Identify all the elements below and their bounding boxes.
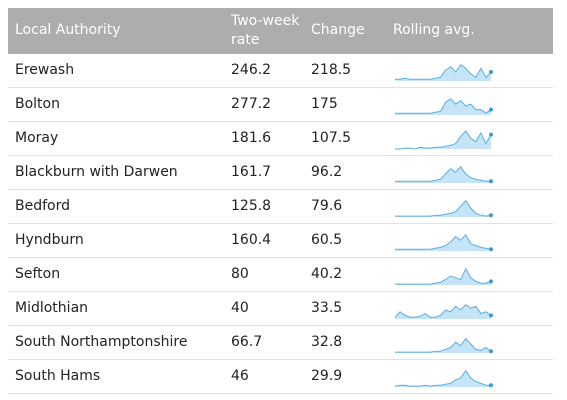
sparkline — [395, 200, 493, 218]
sparkline-end-dot — [489, 383, 493, 388]
sparkline-end-dot — [489, 179, 493, 184]
sparkline — [395, 166, 493, 184]
sparkline-end-dot — [489, 107, 493, 112]
sparkline — [395, 130, 493, 150]
table-row: Bedford 125.8 79.6 — [8, 190, 553, 224]
name-cell: Hyndburn — [15, 232, 84, 248]
sparkline-line — [395, 233, 492, 250]
name-cell: Bedford — [15, 198, 70, 214]
sparkline-end-dot — [489, 132, 493, 137]
sparkline — [394, 369, 493, 388]
change-cell: 79.6 — [311, 198, 343, 214]
sparkline-line — [395, 200, 492, 217]
sparkline-end-dot — [489, 313, 493, 318]
sparkline-line — [395, 166, 491, 182]
sparkline-area — [395, 200, 491, 217]
table-row: Hyndburn 160.4 60.5 — [8, 224, 553, 258]
rate-cell: 125.8 — [231, 198, 272, 214]
name-cell: Midlothian — [15, 300, 89, 316]
table-header: Local Authority Two-week rate Change Rol… — [8, 8, 553, 54]
table-row: Moray 181.6 107.5 — [8, 122, 553, 156]
rate-cell: 246.2 — [231, 62, 272, 78]
sparkline-area — [395, 64, 491, 81]
sparkline-area — [395, 370, 491, 387]
table-row: South Hams 46 29.9 — [8, 360, 553, 394]
change-cell: 29.9 — [311, 368, 343, 384]
name-cell: Sefton — [15, 266, 61, 282]
table-row: Erewash 246.2 218.5 — [8, 54, 553, 88]
sparkline-area — [395, 166, 491, 183]
name-cell: Moray — [15, 130, 59, 146]
table-row: Bolton 277.2 175 — [8, 88, 553, 122]
rate-cell: 40 — [231, 300, 249, 316]
rate-cell: 161.7 — [231, 164, 272, 180]
name-cell: Bolton — [15, 96, 60, 112]
sparkline-line — [395, 130, 492, 150]
change-cell: 40.2 — [311, 266, 343, 282]
sparkline-end-dot — [489, 70, 493, 74]
change-cell: 218.5 — [311, 62, 352, 78]
rate-cell: 66.7 — [231, 334, 263, 350]
sparkline-line — [394, 369, 491, 387]
header-cell: Rolling avg. — [393, 22, 475, 38]
name-cell: South Northamptonshire — [15, 334, 188, 350]
sparkline-area — [395, 304, 491, 319]
rate-cell: 181.6 — [231, 130, 272, 146]
rate-cell: 80 — [231, 266, 249, 282]
sparkline-end-dot — [489, 279, 493, 284]
sparkline-line — [394, 303, 492, 318]
sparkline — [395, 98, 493, 115]
sparkline-end-dot — [489, 349, 493, 354]
sparkline-line — [395, 64, 492, 80]
sparkline-end-dot — [489, 247, 493, 252]
change-cell: 96.2 — [311, 164, 343, 180]
rate-cell: 160.4 — [231, 232, 272, 248]
table-row: Sefton 80 40.2 — [8, 258, 553, 292]
sparkline — [395, 337, 493, 354]
sparkline — [395, 64, 493, 81]
change-cell: 33.5 — [311, 300, 343, 316]
rate-cell: 277.2 — [231, 96, 272, 112]
change-cell: 32.8 — [311, 334, 343, 350]
sparkline-area — [395, 131, 491, 149]
name-cell: Erewash — [15, 62, 75, 78]
change-cell: 107.5 — [311, 130, 352, 146]
name-cell: South Hams — [15, 368, 101, 384]
change-cell: 175 — [311, 96, 338, 112]
table-row: South Northamptonshire 66.7 32.8 — [8, 326, 553, 360]
sparkline-area — [395, 338, 491, 353]
name-cell: Blackburn with Darwen — [15, 164, 178, 180]
sparkline — [395, 267, 493, 285]
header-cell: Change — [311, 22, 365, 38]
sparkline-line — [395, 267, 492, 285]
sparkline-end-dot — [489, 213, 493, 218]
sparkline-area — [395, 268, 491, 285]
table-row: Blackburn with Darwen 161.7 96.2 — [8, 156, 553, 190]
sparkline-line — [395, 337, 492, 353]
sparkline-line — [395, 98, 492, 114]
sparkline-area — [395, 234, 491, 251]
header-cell: Two-week rate — [231, 13, 300, 48]
sparkline — [394, 303, 493, 319]
rate-cell: 46 — [231, 368, 249, 384]
sparkline — [395, 233, 493, 252]
header-cell: Local Authority — [15, 22, 121, 38]
change-cell: 60.5 — [311, 232, 343, 248]
table-row: Midlothian 40 33.5 — [8, 292, 553, 326]
